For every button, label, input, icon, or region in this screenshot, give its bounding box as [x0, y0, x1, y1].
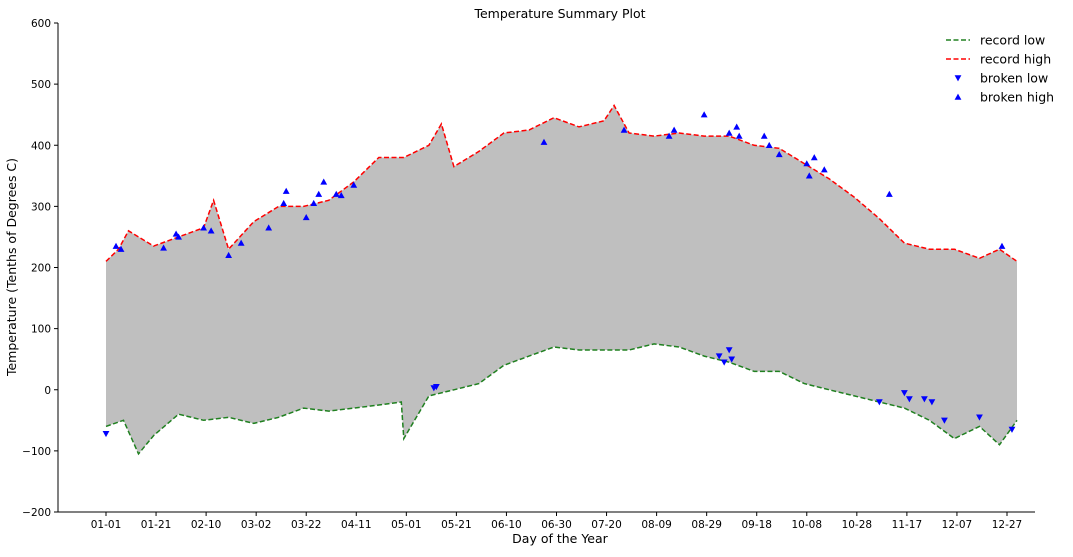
broken-high-point: [735, 132, 743, 139]
broken-high-point: [998, 242, 1006, 249]
broken-high-point: [302, 213, 310, 221]
broken-high-point: [700, 111, 708, 118]
legend-label: broken high: [980, 90, 1054, 105]
broken-low-point: [725, 347, 733, 354]
broken-high-point: [160, 244, 167, 251]
broken-high-point: [820, 166, 828, 173]
plot-area: [102, 104, 1018, 456]
broken-high-point: [175, 233, 182, 240]
x-tick-label: 08-29: [691, 519, 722, 531]
broken-high-point: [337, 191, 345, 199]
broken-low-point: [715, 353, 723, 360]
record-high-line: [105, 104, 1018, 263]
x-tick-label: 03-02: [241, 519, 272, 531]
broken-high-point: [112, 242, 120, 249]
x-tick-label: 03-22: [291, 519, 322, 531]
legend-label: record high: [980, 52, 1051, 67]
y-tick-label: −200: [22, 507, 51, 519]
broken-high-point: [350, 181, 358, 188]
broken-high-point: [765, 141, 773, 148]
broken-high-point: [310, 199, 318, 207]
broken-high-point: [733, 123, 741, 130]
chart-title: Temperature Summary Plot: [473, 6, 645, 21]
x-tick-label: 01-21: [141, 519, 172, 531]
y-tick-label: 300: [31, 201, 51, 213]
broken-high-point: [725, 129, 733, 136]
legend-swatch: [954, 93, 962, 100]
y-tick-label: 0: [44, 385, 51, 397]
x-tick-label: 04-11: [341, 519, 372, 531]
broken-high-point: [280, 199, 288, 207]
broken-high-point: [670, 126, 678, 133]
x-tick-label: 09-18: [741, 519, 772, 531]
legend: record low record high broken low broken hi…: [946, 33, 1054, 105]
broken-low-point: [976, 414, 983, 421]
x-tick-label: 12-27: [992, 519, 1023, 531]
broken-high-point: [225, 251, 233, 258]
y-tick-label: −100: [22, 446, 51, 458]
broken-low-point: [720, 359, 728, 366]
legend-label: broken low: [980, 71, 1048, 86]
broken-low-point: [102, 431, 110, 438]
broken-high-point: [315, 190, 323, 197]
broken-high-point: [117, 245, 125, 252]
broken-low-point: [728, 356, 736, 363]
legend-swatch: [954, 75, 962, 82]
broken-low-point: [432, 383, 440, 391]
y-tick-label: 400: [31, 140, 51, 152]
x-tick-label: 06-10: [491, 519, 522, 531]
y-tick-label: 500: [31, 79, 51, 91]
y-axis-label: Temperature (Tenths of Degrees C): [4, 158, 19, 377]
broken-high-point: [810, 154, 818, 161]
broken-high-point: [540, 138, 548, 145]
x-axis-label: Day of the Year: [512, 531, 608, 546]
x-tick-label: 05-21: [441, 519, 472, 531]
y-tick-label: 100: [31, 324, 51, 336]
x-tick-label: 10-08: [792, 519, 823, 531]
x-tick-label: 10-28: [842, 519, 873, 531]
legend-label: record low: [980, 33, 1045, 48]
broken-high-point: [665, 132, 673, 139]
broken-low-point: [920, 396, 928, 403]
broken-high-point: [320, 178, 328, 185]
x-tick-label: 01-01: [91, 519, 122, 531]
broken-high-point: [265, 224, 273, 231]
broken-high-point: [775, 151, 783, 158]
x-tick-label: 02-10: [191, 519, 222, 531]
y-tick-label: 200: [31, 263, 51, 275]
broken-low-point: [928, 399, 936, 406]
broken-high-point: [207, 227, 215, 234]
broken-high-point: [885, 190, 893, 197]
x-tick-label: 08-09: [641, 519, 672, 531]
broken-low-point: [905, 396, 913, 403]
x-tick-label: 05-01: [391, 519, 422, 531]
x-tick-label: 12-07: [942, 519, 973, 531]
x-tick-label: 06-30: [541, 519, 572, 531]
broken-high-point: [282, 187, 290, 194]
broken-high-point: [237, 239, 245, 246]
broken-high-point: [805, 172, 813, 179]
broken-high-point: [620, 126, 628, 133]
broken-high-point: [200, 224, 208, 231]
y-tick-label: 600: [31, 18, 51, 30]
x-tick-label: 11-17: [892, 519, 923, 531]
broken-high-point: [332, 190, 340, 197]
broken-low-point: [1008, 426, 1016, 433]
broken-low-point: [900, 390, 908, 397]
record-low-line: [105, 343, 1018, 456]
range-fill: [106, 105, 1017, 454]
broken-low-point: [941, 417, 948, 424]
axes: −200 −100 0 100 200 300 400 500 600 01-01 01-21 02-…: [22, 18, 1035, 531]
x-tick-label: 07-20: [591, 519, 622, 531]
broken-high-point: [760, 132, 768, 139]
broken-low-point: [875, 399, 883, 406]
broken-high-point: [803, 160, 811, 167]
